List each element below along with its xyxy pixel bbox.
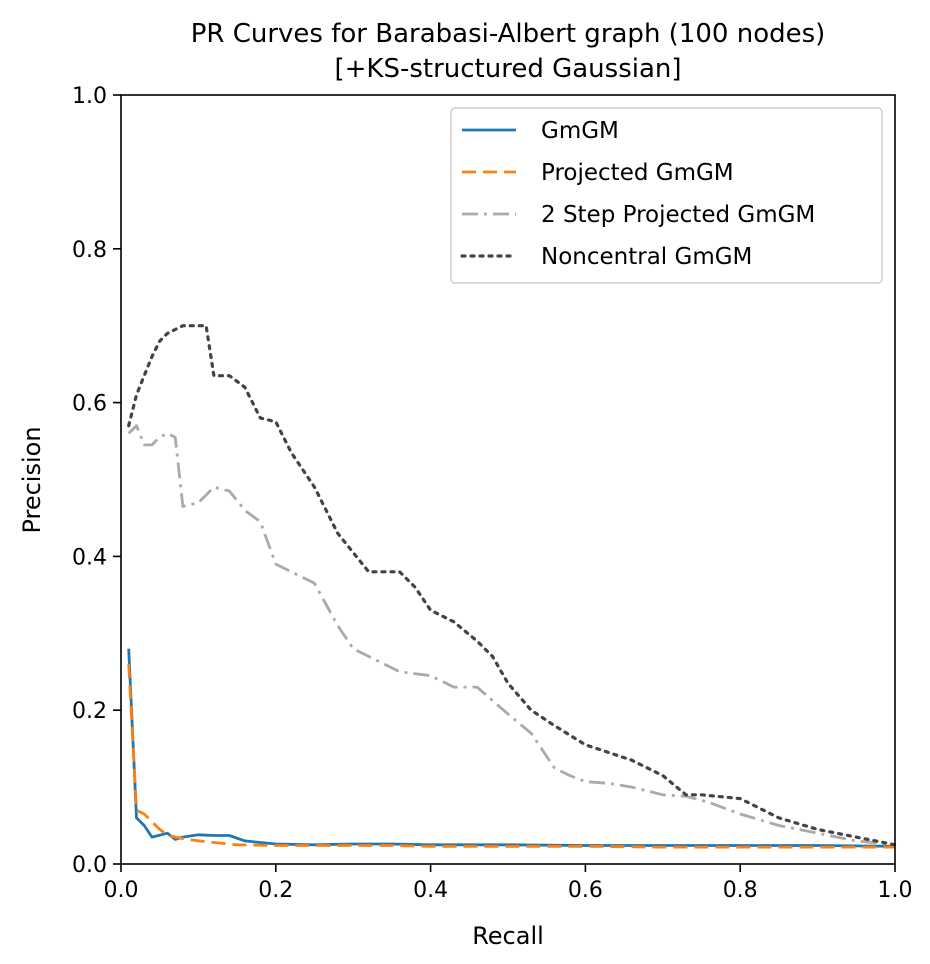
x-tick-label: 0.2 [258,878,293,903]
x-axis-label: Recall [472,922,544,950]
legend-label: GmGM [541,118,619,144]
x-tick-label: 1.0 [878,878,913,903]
x-axis-ticks: 0.0 0.2 0.4 0.6 0.8 1.0 [104,864,913,903]
y-axis-ticks: 0.0 0.2 0.4 0.6 0.8 1.0 [72,84,121,878]
y-tick-label: 0.0 [72,853,107,878]
legend-frame [450,107,883,284]
series-line-projected-gmgm [127,664,895,849]
y-tick-label: 1.0 [72,84,107,109]
y-tick-label: 0.8 [72,238,107,263]
x-tick-label: 0.4 [413,878,448,903]
series-line-2-step-projected-gmgm [127,424,896,847]
y-axis-label: Precision [18,426,46,533]
x-tick-label: 0.6 [568,878,603,903]
series-line-noncentral-gmgm [127,324,897,847]
y-tick-label: 0.4 [72,545,107,570]
chart-subtitle: [+KS-structured Gaussian] [334,54,681,84]
chart-title: PR Curves for Barabasi-Albert graph (100… [191,19,826,49]
legend-label: Projected GmGM [541,160,734,186]
x-tick-label: 0.8 [723,878,758,903]
axes-frame [120,94,896,865]
legend-label: Noncentral GmGM [541,244,752,270]
y-tick-label: 0.6 [72,392,107,417]
legend-label: 2 Step Projected GmGM [541,202,815,228]
legend: GmGM Projected GmGM 2 Step Projected GmGM N… [450,107,883,284]
series-layer [127,324,897,849]
y-tick-label: 0.2 [72,699,107,724]
legend-items: GmGM Projected GmGM 2 Step Projected GmGM N… [460,118,815,270]
x-tick-label: 0.0 [104,878,139,903]
